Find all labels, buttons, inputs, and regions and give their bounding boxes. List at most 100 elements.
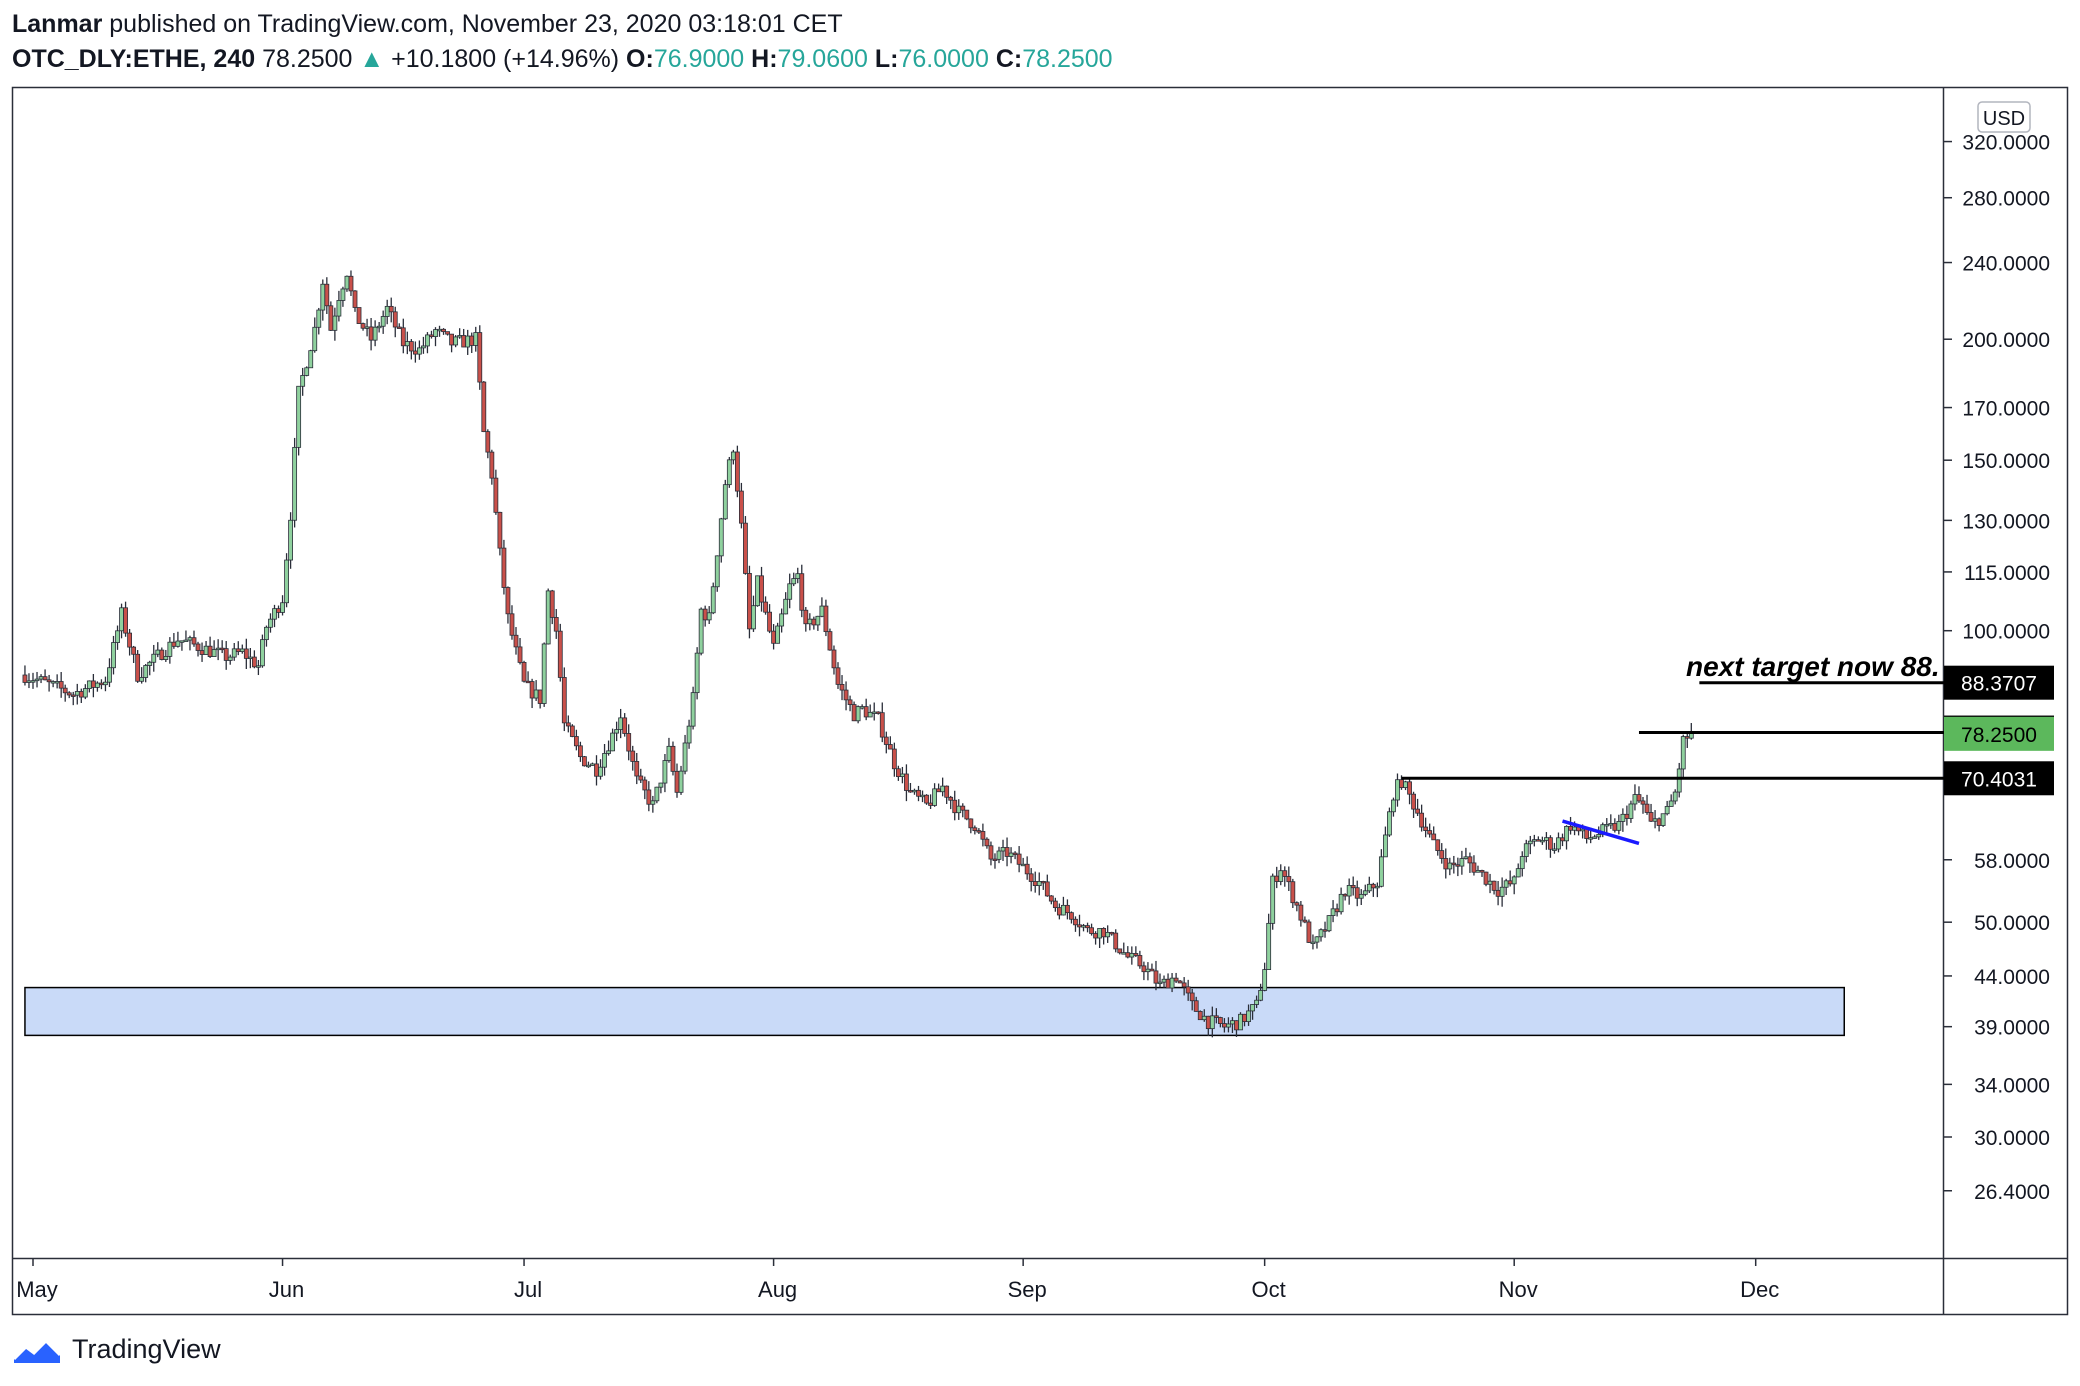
candle-body xyxy=(646,789,652,805)
candle xyxy=(1109,931,1115,936)
candle-body xyxy=(505,587,511,615)
candle-body xyxy=(380,316,386,327)
candle-body xyxy=(835,667,841,685)
candle xyxy=(1105,925,1111,943)
candle-body xyxy=(90,680,96,688)
candle xyxy=(1161,975,1167,988)
candle xyxy=(1133,946,1139,958)
candle xyxy=(553,609,559,639)
candle-body xyxy=(650,800,656,805)
candle xyxy=(1238,1012,1243,1031)
candle-body xyxy=(336,300,342,317)
candle xyxy=(1282,866,1288,887)
candle-body xyxy=(1479,870,1485,873)
candle-body xyxy=(670,745,676,772)
candle-body xyxy=(1117,948,1123,954)
candle-body xyxy=(936,788,942,793)
candle-body xyxy=(1278,870,1284,882)
candle xyxy=(1306,919,1312,943)
candle xyxy=(408,339,414,360)
candle-body xyxy=(1322,929,1328,932)
candle-body xyxy=(1137,955,1143,967)
candle xyxy=(453,335,459,348)
candle-body xyxy=(807,618,813,625)
candle-body xyxy=(1668,800,1674,807)
candle xyxy=(1407,778,1412,805)
candle xyxy=(1189,988,1195,1011)
trendline xyxy=(1562,819,1640,846)
candle xyxy=(984,837,990,849)
candle-body xyxy=(549,590,555,618)
candle-body xyxy=(1628,803,1634,819)
candle xyxy=(1507,870,1513,887)
candle-body xyxy=(22,674,28,683)
candle-body xyxy=(360,323,366,329)
candle xyxy=(1467,852,1473,873)
candle xyxy=(867,704,873,718)
candle-body xyxy=(260,639,265,667)
candle xyxy=(1290,878,1296,909)
candle-body xyxy=(1040,881,1046,884)
candle xyxy=(835,662,841,689)
currency-badge[interactable]: USD xyxy=(1977,101,2031,133)
candle xyxy=(674,763,680,798)
candle xyxy=(119,603,124,639)
candle-body xyxy=(421,345,426,349)
candle-body xyxy=(312,326,318,352)
candle xyxy=(1069,911,1074,924)
candle-body xyxy=(513,634,519,648)
candle xyxy=(227,654,233,665)
candle xyxy=(1644,794,1650,815)
candle xyxy=(58,672,64,698)
tradingview-logo-icon[interactable] xyxy=(12,1335,62,1365)
candle xyxy=(219,640,225,654)
candle xyxy=(324,277,330,314)
candle xyxy=(1616,814,1622,835)
candle xyxy=(1531,834,1537,847)
candle xyxy=(586,761,591,768)
candle-body xyxy=(1656,818,1662,826)
candle-body xyxy=(123,607,128,634)
candle xyxy=(372,320,378,347)
candle-body xyxy=(843,689,849,701)
candle-body xyxy=(66,692,72,696)
candle-body xyxy=(614,729,620,734)
candle xyxy=(859,704,865,710)
candle-body xyxy=(1189,992,1195,1002)
candle-body xyxy=(1451,862,1457,866)
candle xyxy=(191,630,197,647)
candle-body xyxy=(912,789,917,793)
candle-body xyxy=(1636,794,1642,802)
candle xyxy=(255,659,261,676)
candle xyxy=(908,782,913,793)
candle-body xyxy=(839,683,845,691)
tradingview-brand[interactable]: TradingView xyxy=(72,1334,221,1364)
candle-body xyxy=(1447,862,1453,870)
candle-body xyxy=(179,640,185,643)
candle xyxy=(743,516,748,575)
candle-body xyxy=(429,334,434,338)
candle-body xyxy=(34,678,40,682)
candle xyxy=(1137,950,1143,969)
candle-body xyxy=(1226,1023,1231,1028)
author-name[interactable]: Lanmar xyxy=(12,10,103,38)
candle-body xyxy=(1483,871,1489,885)
symbol-name: OTC_DLY:ETHE, 240 xyxy=(12,45,256,73)
candle xyxy=(449,333,455,353)
candle-body xyxy=(698,608,704,654)
candle xyxy=(1435,839,1441,856)
candle xyxy=(404,331,410,355)
candle xyxy=(493,469,499,515)
low-label: L: xyxy=(874,45,899,73)
candle xyxy=(710,582,716,615)
candle xyxy=(485,429,491,459)
candle-body xyxy=(775,625,781,644)
candle xyxy=(312,317,318,353)
candle xyxy=(1181,977,1187,996)
candle xyxy=(364,318,370,337)
candle-body xyxy=(1089,927,1094,934)
candle-body xyxy=(159,649,165,660)
candle-body xyxy=(960,805,966,811)
candle xyxy=(875,711,881,715)
